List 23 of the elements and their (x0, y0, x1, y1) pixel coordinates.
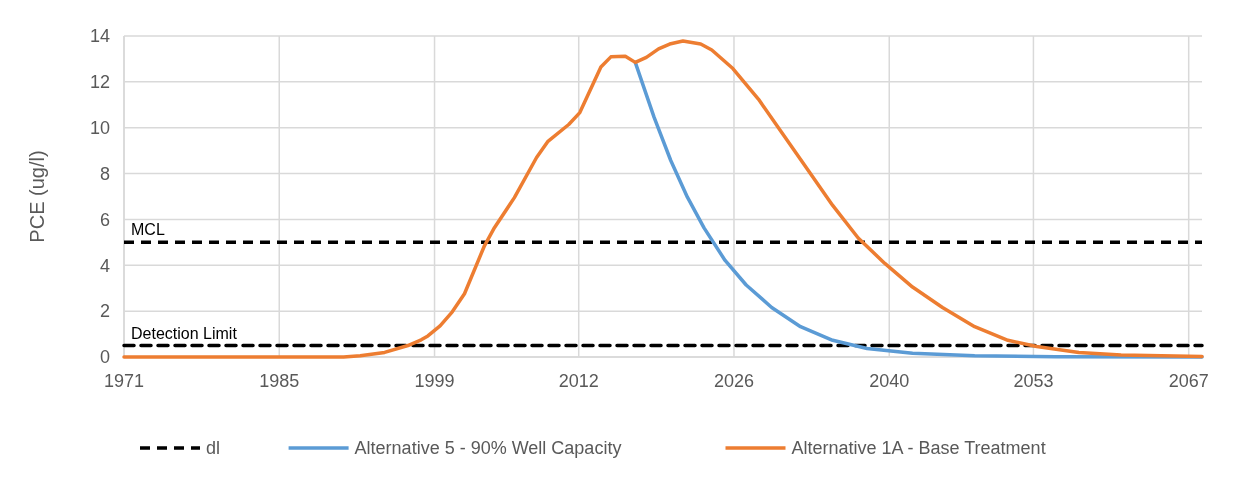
x-tick-label: 1985 (259, 371, 300, 391)
line-series (122, 39, 1204, 359)
y-tick-label: 8 (99, 163, 110, 184)
y-axis-title: PCE (ug/l) (26, 150, 48, 243)
y-tick-label: 10 (89, 118, 110, 139)
legend-label: dl (206, 438, 221, 458)
x-tick-label: 2026 (713, 371, 754, 391)
ref-line-label: MCL (131, 221, 165, 239)
y-tick-label: 14 (89, 26, 110, 47)
y-tick-label: 4 (99, 255, 110, 276)
x-tick-label: 1971 (103, 371, 145, 391)
legend-label: Alternative 5 - 90% Well Capacity (354, 438, 622, 458)
x-tick-label: 1999 (414, 371, 455, 391)
y-tick-label: 0 (99, 347, 110, 368)
y-tick-label: 2 (99, 301, 110, 322)
x-tick-label: 2067 (1168, 371, 1209, 391)
annotation: Detection Limit (131, 324, 238, 342)
x-tick-label: 2040 (869, 371, 910, 391)
x-tick-label: 2053 (1013, 371, 1054, 391)
legend-label: Alternative 1A - Base Treatment (791, 438, 1046, 458)
y-tick-label: 6 (99, 209, 110, 230)
x-tick-label: 2012 (558, 371, 599, 391)
y-tick-label: 12 (89, 72, 110, 93)
